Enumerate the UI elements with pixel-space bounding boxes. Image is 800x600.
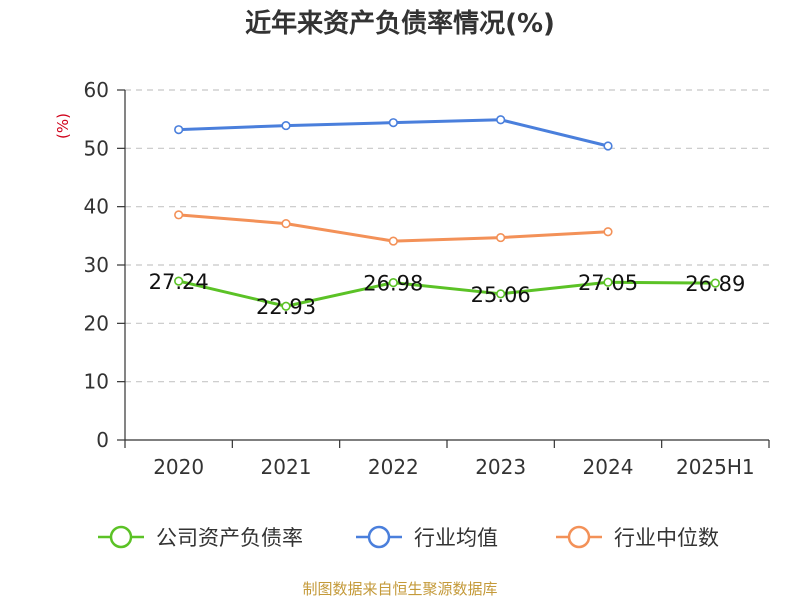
- data-point: [388, 118, 398, 128]
- y-tick-label: 20: [84, 311, 109, 335]
- series-1: [174, 276, 720, 311]
- y-tick-label: 40: [84, 195, 109, 219]
- data-point: [281, 301, 291, 311]
- axes: 0 10 20 30 40 50 60 2020 2021 2022 2023 2024 2025H1: [84, 78, 770, 479]
- y-tick-label: 50: [84, 136, 109, 160]
- series-lines: [174, 115, 720, 311]
- data-point: [281, 120, 291, 131]
- data-point: [496, 115, 506, 125]
- x-tick-label: 2022: [368, 455, 419, 479]
- gridlines: [125, 89, 769, 383]
- series-2: [174, 115, 613, 151]
- legend-item-1: 公司资产负债率: [98, 525, 303, 550]
- legend: 公司资产负债率 行业均值 行业中位数: [98, 525, 719, 550]
- data-point: [174, 125, 184, 135]
- data-labels: 27.24 22.93 26.98 25.06 27.05 26.89: [149, 270, 746, 319]
- data-label: 26.89: [685, 272, 745, 296]
- series-3: [174, 210, 613, 246]
- data-point: [388, 278, 398, 288]
- legend-label: 行业中位数: [614, 526, 719, 550]
- data-point: [603, 277, 613, 287]
- legend-item-2: 行业均值: [356, 525, 498, 550]
- x-tick-label: 2025H1: [676, 455, 755, 479]
- y-tick-label: 60: [84, 78, 109, 102]
- data-label: 27.24: [149, 270, 209, 294]
- chart-title: 近年来资产负债率情况(%): [245, 8, 555, 39]
- data-point: [603, 141, 613, 151]
- data-point: [174, 276, 184, 286]
- legend-marker-icon: [109, 525, 133, 549]
- data-point: [710, 278, 720, 288]
- data-label: 22.93: [256, 295, 316, 319]
- data-point: [174, 210, 184, 220]
- legend-item-3: 行业中位数: [556, 525, 719, 550]
- legend-label: 公司资产负债率: [156, 526, 303, 550]
- y-tick-label: 30: [84, 253, 109, 277]
- data-label: 26.98: [363, 272, 423, 296]
- x-tick-label: 2020: [153, 455, 204, 479]
- data-point: [388, 236, 398, 246]
- source-note: 制图数据来自恒生聚源数据库: [302, 580, 497, 598]
- y-tick-label: 0: [96, 428, 109, 452]
- data-point: [603, 227, 613, 237]
- series-line: [178, 279, 716, 308]
- x-tick-label: 2024: [583, 455, 634, 479]
- data-point: [496, 232, 506, 243]
- data-label: 25.06: [471, 283, 531, 307]
- legend-marker-icon: [367, 525, 391, 549]
- x-tick-label: 2021: [261, 455, 312, 479]
- data-point: [281, 218, 291, 229]
- y-tick-label: 10: [84, 370, 109, 394]
- y-axis-unit-label: (%): [54, 113, 72, 139]
- data-label: 27.05: [578, 271, 638, 295]
- legend-label: 行业均值: [414, 526, 498, 550]
- legend-marker-icon: [567, 525, 591, 549]
- x-tick-label: 2023: [475, 455, 526, 479]
- data-point: [496, 289, 506, 299]
